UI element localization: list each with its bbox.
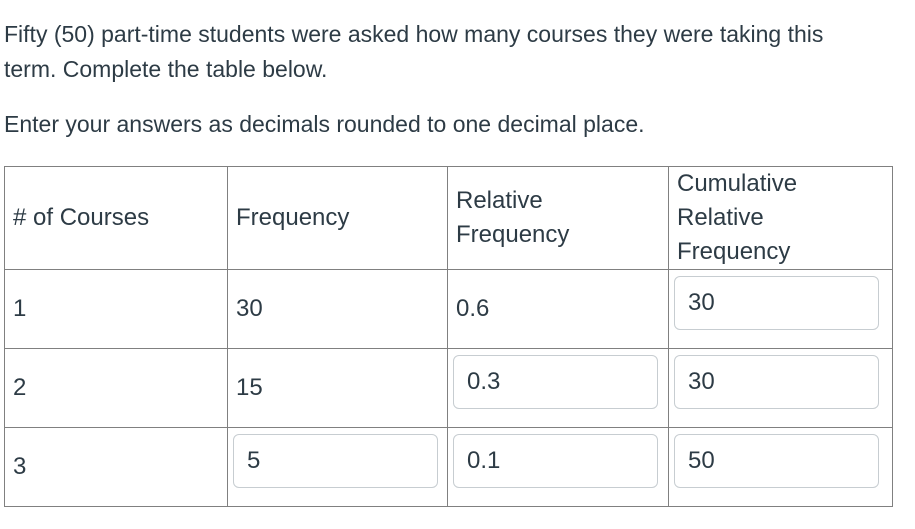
table-row-courses-3: 3 (4, 427, 893, 507)
cell-cumulative-frequency-2 (668, 348, 893, 428)
col-header-cumulative-relative-frequency: Cumulative Relative Frequency (668, 166, 893, 270)
relative-frequency-input-row2[interactable] (453, 355, 658, 409)
cell-cumulative-frequency-3 (668, 427, 893, 507)
cumulative-frequency-input-row3[interactable] (674, 434, 879, 488)
cell-courses-2: 2 (4, 348, 228, 428)
cell-courses-3: 3 (4, 427, 228, 507)
frequency-input-row3[interactable] (233, 434, 438, 488)
answer-format-instruction: Enter your answers as decimals rounded t… (4, 111, 645, 137)
cell-courses-1: 1 (4, 269, 228, 349)
table-row-courses-1: 1 30 0.6 (4, 269, 893, 349)
cell-cumulative-frequency-1 (668, 269, 893, 349)
col-header-relative-frequency: Relative Frequency (447, 166, 669, 270)
frequency-table: # of Courses Frequency Relative Frequenc… (4, 166, 893, 507)
cell-frequency-2: 15 (227, 348, 448, 428)
cell-relative-frequency-3 (447, 427, 669, 507)
cumulative-frequency-input-row1[interactable] (674, 276, 879, 330)
cell-frequency-3 (227, 427, 448, 507)
question-prompt: Fifty (50) part-time students were asked… (4, 21, 824, 82)
table-row-courses-2: 2 15 (4, 348, 893, 428)
relative-frequency-input-row3[interactable] (453, 434, 658, 488)
cell-frequency-1: 30 (227, 269, 448, 349)
col-header-courses: # of Courses (4, 166, 228, 270)
cumulative-frequency-input-row2[interactable] (674, 355, 879, 409)
col-header-frequency: Frequency (227, 166, 448, 270)
header-row: # of Courses Frequency Relative Frequenc… (4, 166, 893, 270)
cell-relative-frequency-2 (447, 348, 669, 428)
cell-relative-frequency-1: 0.6 (447, 269, 669, 349)
